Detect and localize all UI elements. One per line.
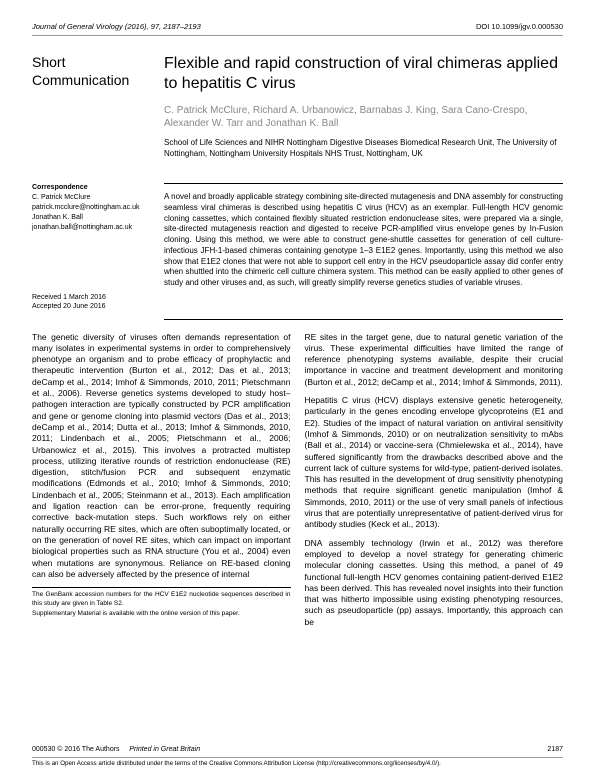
body-paragraph: RE sites in the target gene, due to natu… (305, 332, 564, 388)
footnote-2: Supplementary Material is available with… (32, 610, 291, 618)
body-text: The genetic diversity of viruses often d… (32, 332, 563, 628)
body-paragraph: DNA assembly technology (Irwin et al., 2… (305, 538, 564, 628)
affiliation: School of Life Sciences and NIHR Notting… (164, 138, 563, 159)
body-paragraph: Hepatitis C virus (HCV) displays extensi… (305, 395, 564, 531)
journal-citation: Journal of General Virology (2016), 97, … (32, 22, 201, 32)
correspondence-heading: Correspondence (32, 183, 150, 192)
corr-name-1: C. Patrick McClure (32, 193, 150, 202)
correspondence-block: Correspondence C. Patrick McClure patric… (32, 183, 150, 232)
article-title: Flexible and rapid construction of viral… (164, 54, 563, 94)
page-footer: 000530 © 2016 The Authors Printed in Gre… (32, 745, 563, 768)
body-paragraph: The genetic diversity of viruses often d… (32, 332, 291, 581)
license-text: This is an Open Access article distribut… (32, 760, 563, 768)
footnote-1: The GenBank accession numbers for the HC… (32, 591, 291, 608)
footer-copyright: 000530 © 2016 The Authors (32, 746, 120, 753)
corr-email-1: patrick.mcclure@nottingham.ac.uk (32, 203, 150, 212)
corr-email-2: jonathan.ball@nottingham.ac.uk (32, 223, 150, 232)
footer-printed: Printed in Great Britain (129, 746, 200, 753)
article-dates: Received 1 March 2016 Accepted 20 June 2… (32, 293, 150, 319)
doi: DOI 10.1099/jgv.0.000530 (476, 22, 563, 32)
accepted-date: Accepted 20 June 2016 (32, 302, 150, 311)
page-number: 2187 (547, 745, 563, 754)
article-type: Short Communication (32, 54, 150, 89)
running-header: Journal of General Virology (2016), 97, … (32, 22, 563, 36)
author-list: C. Patrick McClure, Richard A. Urbanowic… (164, 104, 563, 130)
footnotes: The GenBank accession numbers for the HC… (32, 587, 291, 618)
abstract: A novel and broadly applicable strategy … (164, 183, 563, 320)
corr-name-2: Jonathan K. Ball (32, 213, 150, 222)
received-date: Received 1 March 2016 (32, 293, 150, 302)
